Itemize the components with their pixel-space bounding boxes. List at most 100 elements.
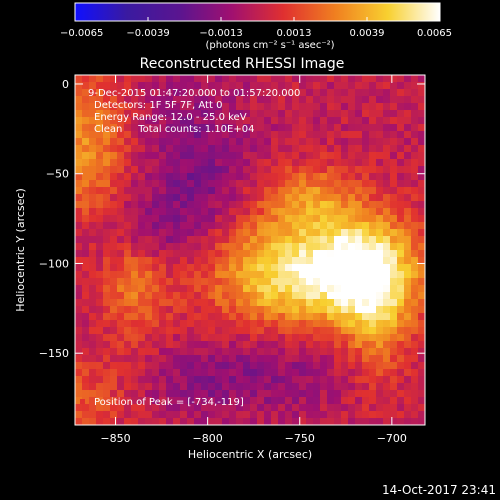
heatmap-cell (187, 145, 195, 153)
heatmap-cell (348, 411, 356, 419)
heatmap-cell (411, 236, 419, 244)
heatmap-cell (369, 166, 377, 174)
heatmap-cell (369, 264, 377, 272)
heatmap-cell (82, 355, 90, 363)
heatmap-cell (362, 418, 370, 425)
heatmap-cell (397, 166, 405, 174)
heatmap-cell (208, 369, 216, 377)
heatmap-cell (236, 334, 244, 342)
heatmap-cell (194, 411, 202, 419)
heatmap-cell (208, 201, 216, 209)
heatmap-cell (327, 306, 335, 314)
heatmap-cell (306, 215, 314, 223)
heatmap-cell (369, 306, 377, 314)
heatmap-cell (89, 82, 97, 90)
heatmap-cell (229, 257, 237, 265)
heatmap-cell (320, 327, 328, 335)
heatmap-cell (306, 208, 314, 216)
heatmap-cell (250, 376, 258, 384)
heatmap-cell (250, 327, 258, 335)
heatmap-cell (376, 362, 384, 370)
heatmap-cell (103, 187, 111, 195)
heatmap-cell (159, 250, 167, 258)
heatmap-cell (292, 376, 300, 384)
heatmap-cell (222, 208, 230, 216)
heatmap-cell (89, 383, 97, 391)
heatmap-cell (138, 166, 146, 174)
heatmap-cell (327, 355, 335, 363)
heatmap-cell (82, 208, 90, 216)
heatmap-cell (159, 215, 167, 223)
heatmap-cell (383, 320, 391, 328)
heatmap-cell (376, 89, 384, 97)
heatmap-cell (243, 376, 251, 384)
heatmap-cell (271, 152, 279, 160)
heatmap-cell (271, 285, 279, 293)
heatmap-cell (243, 306, 251, 314)
heatmap-cell (215, 271, 223, 279)
heatmap-cell (103, 243, 111, 251)
heatmap-cell (236, 236, 244, 244)
heatmap-cell (187, 355, 195, 363)
heatmap-cell (75, 271, 83, 279)
heatmap-cell (418, 348, 425, 356)
heatmap-cell (89, 250, 97, 258)
heatmap-cell (159, 145, 167, 153)
heatmap-cell (82, 110, 90, 118)
heatmap-cell (236, 117, 244, 125)
heatmap-cell (299, 292, 307, 300)
heatmap-cell (383, 348, 391, 356)
heatmap-cell (278, 320, 286, 328)
heatmap-cell (264, 173, 272, 181)
heatmap-cell (131, 89, 139, 97)
heatmap-cell (397, 236, 405, 244)
heatmap-cell (271, 362, 279, 370)
heatmap-cell (145, 110, 153, 118)
heatmap-cell (215, 327, 223, 335)
heatmap-cell (257, 397, 265, 405)
heatmap-cell (236, 103, 244, 111)
heatmap-cell (96, 159, 104, 167)
heatmap-cell (369, 285, 377, 293)
heatmap-cell (369, 292, 377, 300)
heatmap-cell (236, 390, 244, 398)
heatmap-cell (397, 327, 405, 335)
heatmap-cell (159, 369, 167, 377)
heatmap-cell (229, 369, 237, 377)
heatmap-cell (411, 341, 419, 349)
heatmap-cell (103, 236, 111, 244)
heatmap-cell (215, 145, 223, 153)
heatmap-cell (229, 411, 237, 419)
heatmap-cell (271, 110, 279, 118)
heatmap-cell (117, 194, 125, 202)
heatmap-cell (362, 138, 370, 146)
heatmap-cell (250, 320, 258, 328)
heatmap-cell (201, 75, 209, 83)
heatmap-cell (75, 257, 83, 265)
heatmap-cell (152, 404, 160, 412)
heatmap-cell (194, 110, 202, 118)
heatmap-cell (89, 355, 97, 363)
heatmap-cell (327, 278, 335, 286)
heatmap-cell (145, 222, 153, 230)
heatmap-cell (110, 131, 118, 139)
heatmap-cell (369, 82, 377, 90)
heatmap-cell (306, 313, 314, 321)
heatmap-cell (320, 201, 328, 209)
heatmap-cell (201, 208, 209, 216)
heatmap-cell (299, 418, 307, 425)
heatmap-cell (327, 229, 335, 237)
heatmap-cell (131, 404, 139, 412)
heatmap-cell (117, 404, 125, 412)
heatmap-cell (201, 299, 209, 307)
heatmap-cell (278, 201, 286, 209)
heatmap-cell (124, 173, 132, 181)
heatmap-cell (236, 292, 244, 300)
heatmap-cell (355, 208, 363, 216)
heatmap-cell (355, 313, 363, 321)
heatmap-cell (82, 96, 90, 104)
heatmap-cell (152, 327, 160, 335)
heatmap-cell (145, 138, 153, 146)
heatmap-cell (306, 250, 314, 258)
heatmap-cell (334, 124, 342, 132)
